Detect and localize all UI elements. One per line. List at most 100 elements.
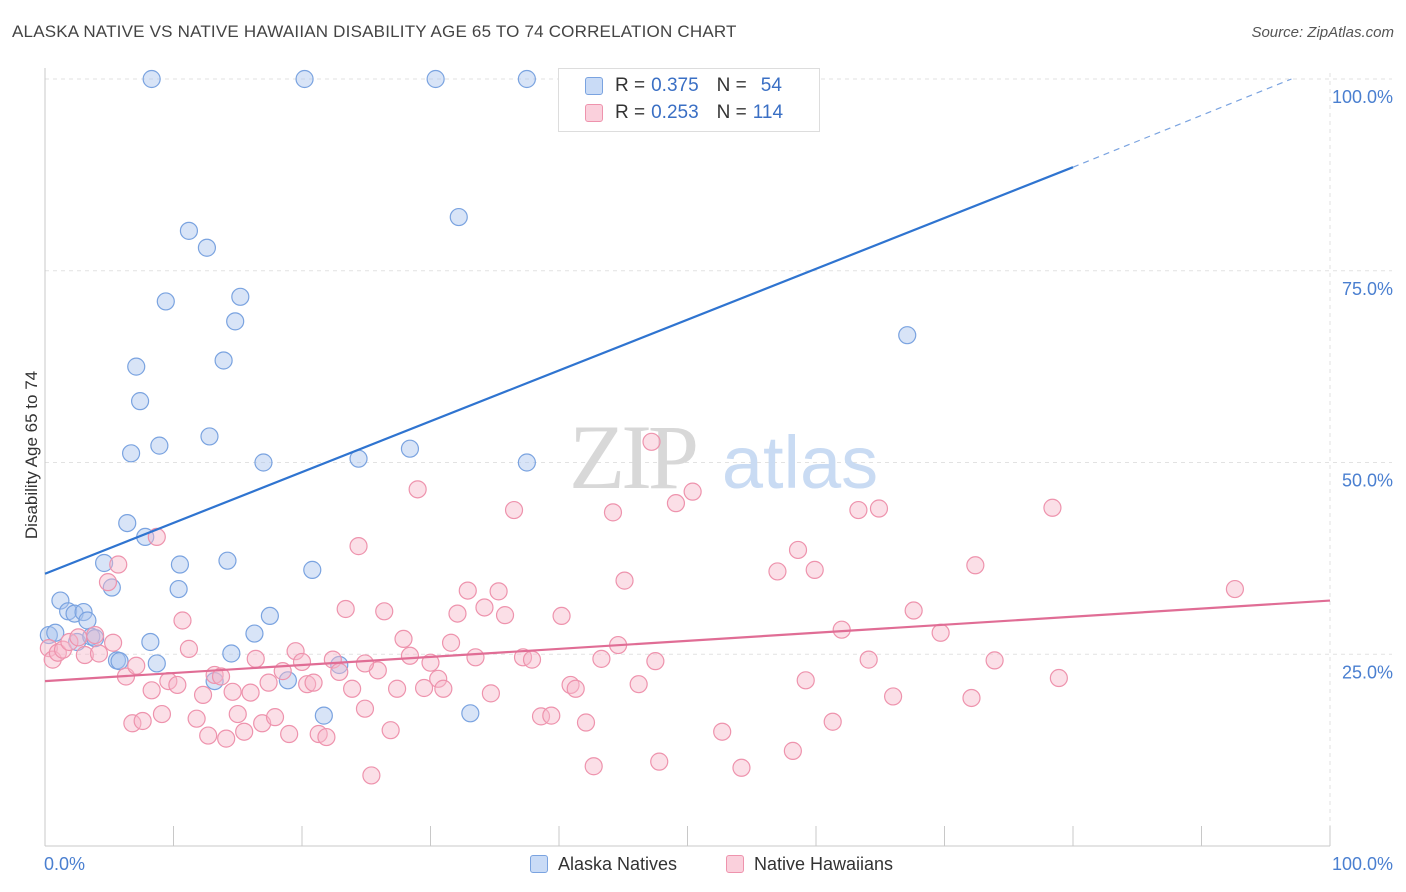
- point-native-hawaiian: [142, 681, 161, 700]
- legend-n-value: 114: [752, 102, 784, 123]
- point-native-hawaiian: [584, 757, 603, 776]
- point-native-hawaiian: [355, 699, 375, 718]
- legend-n-label: N =: [716, 102, 747, 123]
- point-native-hawaiian: [796, 671, 815, 690]
- point-native-hawaiian: [387, 679, 407, 698]
- point-native-hawaiian: [458, 581, 477, 600]
- point-alaska-native: [222, 644, 241, 663]
- point-native-hawaiian: [104, 633, 123, 652]
- trend-lines: [44, 78, 1331, 683]
- point-alaska-native: [517, 69, 536, 89]
- point-native-hawaiian: [280, 724, 299, 744]
- point-native-hawaiian: [199, 726, 218, 745]
- point-native-hawaiian: [552, 606, 571, 626]
- point-native-hawaiian: [1043, 498, 1062, 517]
- point-native-hawaiian: [434, 679, 453, 698]
- point-native-hawaiian: [133, 711, 152, 731]
- point-native-hawaiian: [75, 645, 94, 665]
- point-native-hawaiian: [355, 654, 375, 673]
- point-native-hawaiian: [414, 678, 434, 698]
- point-alaska-native: [179, 221, 199, 240]
- y-tick-label: 50.0%: [1342, 471, 1393, 491]
- point-native-hawaiian: [642, 432, 661, 451]
- point-alaska-native: [200, 427, 219, 446]
- point-native-hawaiian: [1225, 579, 1245, 599]
- bottom-legend-swatch-alaska-natives: [530, 855, 548, 873]
- point-alaska-native: [130, 392, 150, 411]
- point-native-hawaiian: [629, 675, 648, 694]
- point-native-hawaiian: [495, 606, 515, 625]
- watermark-zip: ZIP: [569, 406, 696, 508]
- point-native-hawaiian: [394, 629, 413, 649]
- bottom-legend-native-hawaiians: Native Hawaiians: [726, 852, 893, 876]
- point-native-hawaiian: [531, 707, 551, 726]
- point-alaska-native: [449, 207, 468, 227]
- point-native-hawaiian: [217, 729, 236, 748]
- point-native-hawaiian: [441, 633, 461, 652]
- point-native-hawaiian: [646, 652, 665, 671]
- legend-r-value: 0.253: [651, 102, 699, 123]
- point-native-hawaiian: [466, 648, 485, 667]
- point-alaska-native: [254, 453, 273, 472]
- point-native-hawaiian: [931, 623, 950, 642]
- trend-line-native-hawaiians: [44, 599, 1331, 683]
- point-native-hawaiian: [985, 651, 1004, 670]
- point-native-hawaiian: [381, 721, 400, 740]
- point-native-hawaiian: [683, 482, 702, 501]
- point-native-hawaiian: [576, 713, 596, 732]
- point-alaska-native: [46, 623, 65, 642]
- bottom-legend-swatch-native-hawaiians: [726, 855, 744, 873]
- point-native-hawaiian: [292, 652, 312, 672]
- point-native-hawaiian: [86, 625, 105, 645]
- point-native-hawaiian: [566, 679, 585, 698]
- bottom-legend-alaska-natives: Alaska Natives: [530, 852, 677, 876]
- grid-lines: [45, 73, 1392, 846]
- point-alaska-native: [517, 453, 536, 472]
- point-native-hawaiian: [859, 650, 878, 669]
- series-alaska-natives: [39, 69, 917, 725]
- point-native-hawaiian: [349, 537, 368, 556]
- point-native-hawaiian: [286, 642, 305, 661]
- point-native-hawaiian: [98, 573, 118, 592]
- point-alaska-native: [898, 326, 917, 345]
- point-native-hawaiian: [650, 752, 669, 771]
- point-native-hawaiian: [481, 684, 500, 703]
- point-native-hawaiian: [788, 540, 808, 560]
- point-alaska-native: [295, 69, 314, 89]
- point-native-hawaiian: [211, 667, 231, 686]
- point-alaska-native: [169, 579, 188, 599]
- bottom-legend-label-alaska-natives: Alaska Natives: [558, 853, 678, 874]
- legend-swatch-native-hawaiians: [585, 104, 603, 122]
- point-native-hawaiian: [603, 503, 623, 522]
- x-tick-label-max: 100.0%: [1332, 854, 1393, 874]
- point-native-hawaiian: [400, 646, 420, 665]
- point-alaska-native: [303, 560, 322, 579]
- point-native-hawaiian: [259, 673, 278, 692]
- point-native-hawaiian: [241, 683, 260, 702]
- point-native-hawaiian: [1049, 668, 1068, 688]
- point-alaska-native: [314, 706, 333, 725]
- legend-swatch-alaska-natives: [585, 77, 603, 95]
- y-tick-label: 25.0%: [1342, 662, 1393, 682]
- y-axis-label: Disability Age 65 to 74: [22, 370, 41, 540]
- point-alaska-native: [231, 287, 250, 306]
- trend-line-alaska-natives: [44, 166, 1074, 575]
- point-native-hawaiian: [966, 556, 985, 575]
- point-native-hawaiian: [39, 639, 58, 658]
- point-native-hawaiian: [542, 706, 561, 725]
- point-alaska-native: [142, 69, 161, 89]
- point-alaska-native: [170, 555, 190, 574]
- point-native-hawaiian: [304, 673, 323, 692]
- point-alaska-native: [127, 357, 146, 376]
- point-alaska-native: [218, 551, 237, 570]
- point-native-hawaiian: [421, 653, 440, 672]
- point-native-hawaiian: [179, 639, 199, 658]
- legend-row-native-hawaiians: R = 0.253 N = 114: [585, 101, 783, 125]
- point-native-hawaiian: [615, 571, 634, 590]
- point-native-hawaiian: [768, 562, 787, 581]
- point-native-hawaiian: [69, 628, 88, 647]
- watermark-atlas: atlas: [722, 421, 878, 504]
- point-native-hawaiian: [298, 675, 317, 694]
- legend-r-value: 0.375: [651, 75, 699, 96]
- point-alaska-native: [400, 439, 420, 458]
